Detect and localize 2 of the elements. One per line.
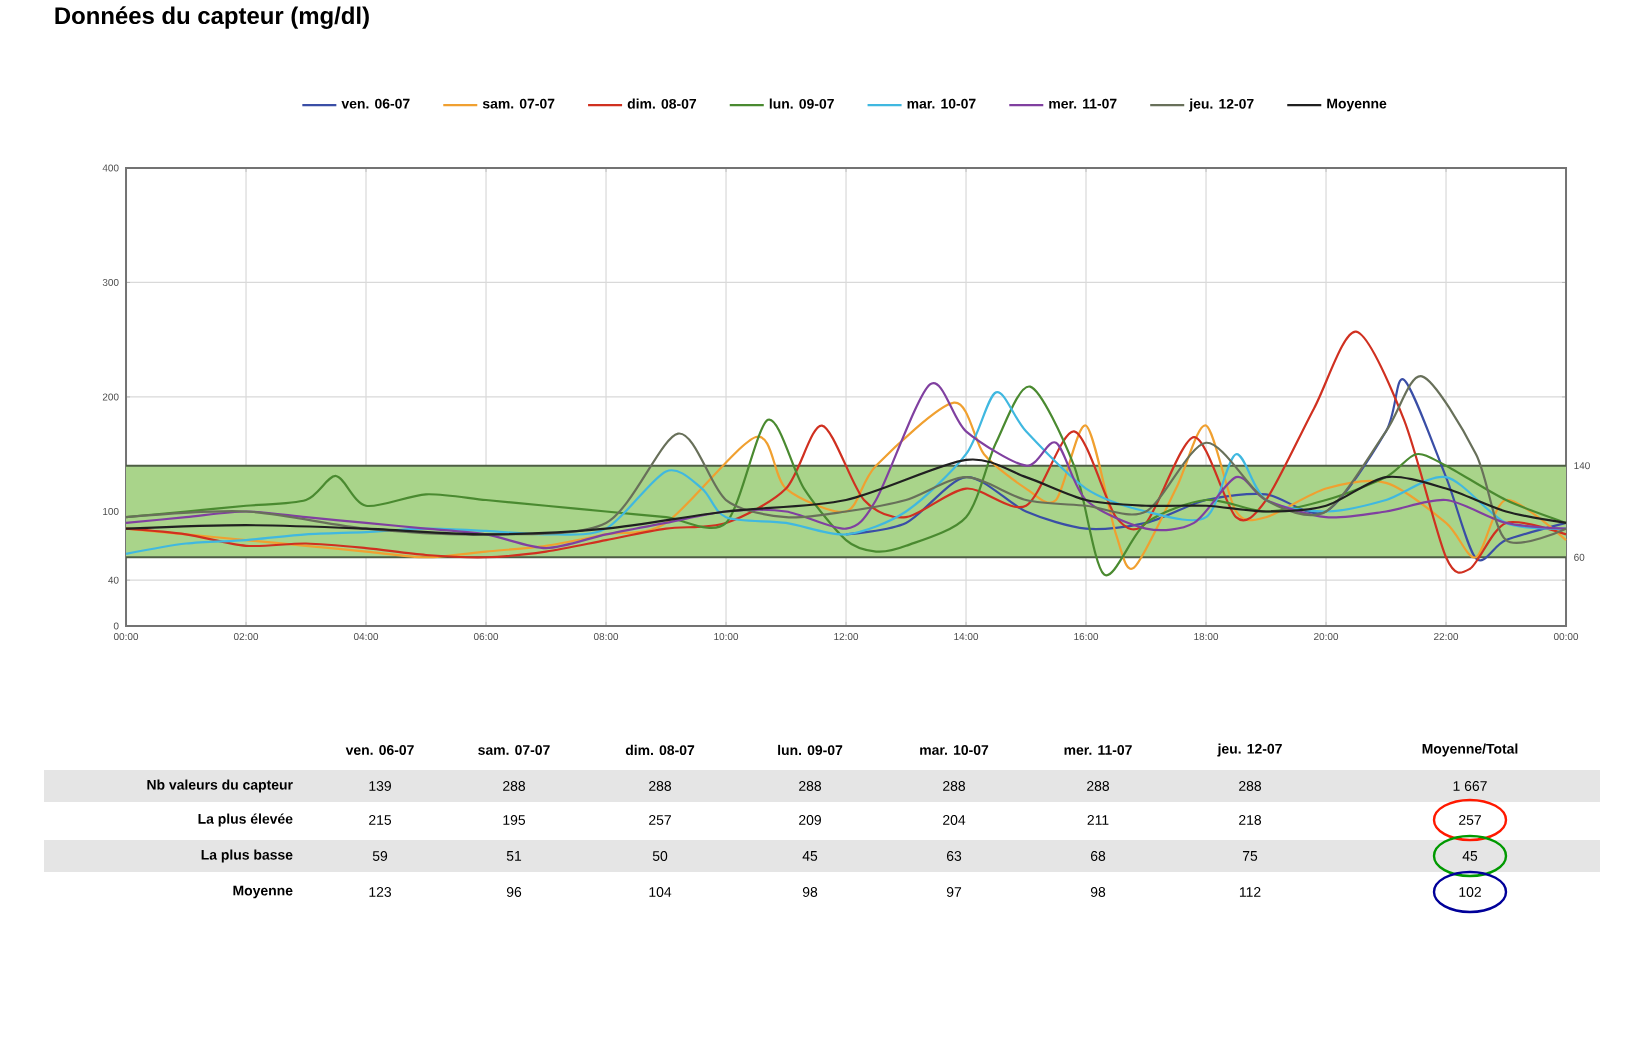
chart-title: Données du capteur (mg/dl) <box>55 6 369 29</box>
line-series <box>124 458 1568 536</box>
